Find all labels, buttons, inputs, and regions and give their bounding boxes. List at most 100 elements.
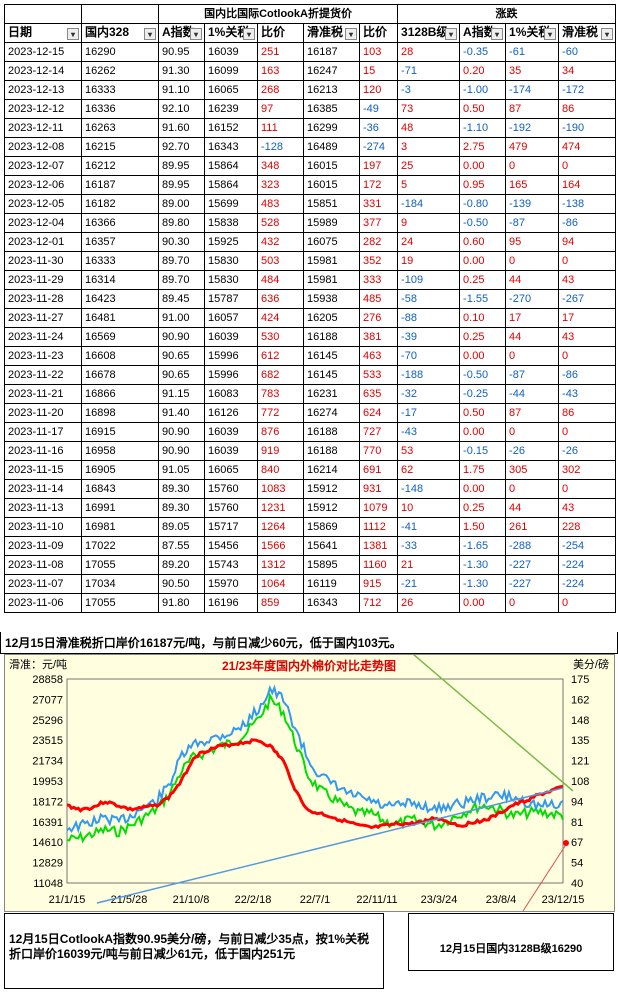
table-cell[interactable]: -1.10	[459, 118, 507, 138]
table-cell[interactable]: 16126	[204, 403, 258, 423]
table-cell[interactable]: 377	[358, 213, 399, 233]
table-cell[interactable]: 16915	[81, 422, 159, 442]
table-cell[interactable]: 2023-11-15	[4, 460, 82, 480]
table-cell[interactable]: -26	[505, 441, 560, 461]
table-cell[interactable]: 16843	[81, 479, 159, 499]
table-cell[interactable]: 16866	[81, 384, 159, 404]
table-cell[interactable]: -49	[358, 99, 399, 119]
table-cell[interactable]: 530	[257, 327, 304, 347]
column-header[interactable]: 滑准税 ▾	[303, 23, 360, 43]
table-cell[interactable]: 16213	[303, 80, 360, 100]
table-cell[interactable]: 635	[358, 384, 399, 404]
table-cell[interactable]: 16015	[303, 175, 360, 195]
table-cell[interactable]: 772	[257, 403, 304, 423]
table-cell[interactable]: 62	[397, 460, 461, 480]
table-cell[interactable]: 16357	[81, 232, 159, 252]
table-cell[interactable]: 2023-12-11	[4, 118, 82, 138]
table-cell[interactable]: 163	[257, 61, 304, 81]
table-cell[interactable]: 53	[397, 441, 461, 461]
filter-dropdown-icon[interactable]: ▾	[243, 28, 255, 40]
table-cell[interactable]: -87	[505, 213, 560, 233]
table-cell[interactable]: -70	[397, 346, 461, 366]
table-cell[interactable]: 91.00	[158, 308, 205, 328]
table-cell[interactable]: 90.90	[158, 441, 205, 461]
table-cell[interactable]: -88	[397, 308, 461, 328]
table-cell[interactable]: 91.60	[158, 118, 205, 138]
table-cell[interactable]: 2.75	[459, 137, 507, 157]
table-cell[interactable]: 0	[558, 593, 617, 613]
table-cell[interactable]: -270	[505, 289, 560, 309]
table-cell[interactable]: 479	[505, 137, 560, 157]
table-cell[interactable]: 0.60	[459, 232, 507, 252]
table-cell[interactable]: 90.30	[158, 232, 205, 252]
table-cell[interactable]: 111	[257, 118, 304, 138]
table-cell[interactable]: 48	[397, 118, 461, 138]
table-cell[interactable]: 91.15	[158, 384, 205, 404]
table-cell[interactable]: 15996	[204, 365, 258, 385]
table-cell[interactable]: 348	[257, 156, 304, 176]
table-cell[interactable]: 0.95	[459, 175, 507, 195]
table-cell[interactable]: 2023-12-01	[4, 232, 82, 252]
table-cell[interactable]: 2023-12-04	[4, 213, 82, 233]
table-cell[interactable]: 15830	[204, 251, 258, 271]
table-cell[interactable]: -139	[505, 194, 560, 214]
table-cell[interactable]: 276	[358, 308, 399, 328]
table-cell[interactable]: 89.20	[158, 555, 205, 575]
table-cell[interactable]: 16188	[303, 422, 360, 442]
table-cell[interactable]: 0	[505, 251, 560, 271]
table-cell[interactable]: 16274	[303, 403, 360, 423]
table-cell[interactable]: -172	[558, 80, 617, 100]
table-cell[interactable]: -288	[505, 536, 560, 556]
column-header[interactable]: 日期 ▾	[4, 23, 82, 43]
table-cell[interactable]: 2023-12-12	[4, 99, 82, 119]
table-cell[interactable]: 1160	[358, 555, 399, 575]
table-cell[interactable]: 0.25	[459, 498, 507, 518]
table-cell[interactable]: 15912	[303, 498, 360, 518]
table-cell[interactable]: 0	[505, 422, 560, 442]
table-cell[interactable]: 503	[257, 251, 304, 271]
table-cell[interactable]: 15456	[204, 536, 258, 556]
table-cell[interactable]: 381	[358, 327, 399, 347]
table-cell[interactable]: 34	[558, 61, 617, 81]
table-cell[interactable]: -267	[558, 289, 617, 309]
table-cell[interactable]: 333	[358, 270, 399, 290]
table-cell[interactable]: 463	[358, 346, 399, 366]
table-cell[interactable]: 2023-11-30	[4, 251, 82, 271]
table-cell[interactable]: 2023-11-27	[4, 308, 82, 328]
table-cell[interactable]: 16366	[81, 213, 159, 233]
table-cell[interactable]: 28	[397, 42, 461, 62]
table-cell[interactable]: 16187	[303, 42, 360, 62]
table-cell[interactable]: 0.20	[459, 61, 507, 81]
table-cell[interactable]: 16239	[204, 99, 258, 119]
table-cell[interactable]: -138	[558, 194, 617, 214]
table-cell[interactable]: 16083	[204, 384, 258, 404]
table-cell[interactable]: 16333	[81, 251, 159, 271]
table-cell[interactable]: 16188	[303, 441, 360, 461]
table-cell[interactable]: 2023-12-13	[4, 80, 82, 100]
table-cell[interactable]: 15912	[303, 479, 360, 499]
table-cell[interactable]: 164	[558, 175, 617, 195]
table-cell[interactable]: -44	[505, 384, 560, 404]
filter-dropdown-icon[interactable]: ▾	[67, 28, 79, 40]
filter-dropdown-icon[interactable]: ▾	[445, 28, 458, 40]
table-cell[interactable]: 931	[358, 479, 399, 499]
table-cell[interactable]: -224	[558, 574, 617, 594]
table-cell[interactable]: 16215	[81, 137, 159, 157]
filter-dropdown-icon[interactable]: ▾	[190, 28, 202, 40]
table-cell[interactable]: 2023-11-17	[4, 422, 82, 442]
table-cell[interactable]: -58	[397, 289, 461, 309]
table-cell[interactable]: 16991	[81, 498, 159, 518]
table-cell[interactable]: 0	[505, 479, 560, 499]
table-cell[interactable]: 16212	[81, 156, 159, 176]
table-cell[interactable]: 2023-11-10	[4, 517, 82, 537]
table-cell[interactable]: 0	[505, 156, 560, 176]
table-cell[interactable]: 89.00	[158, 194, 205, 214]
table-cell[interactable]: 16145	[303, 346, 360, 366]
table-cell[interactable]: 0.00	[459, 251, 507, 271]
table-cell[interactable]: 15787	[204, 289, 258, 309]
table-cell[interactable]: 15989	[303, 213, 360, 233]
table-cell[interactable]: 2023-12-07	[4, 156, 82, 176]
table-cell[interactable]: 94	[558, 232, 617, 252]
table-cell[interactable]: 16343	[204, 137, 258, 157]
table-cell[interactable]: 0	[558, 251, 617, 271]
